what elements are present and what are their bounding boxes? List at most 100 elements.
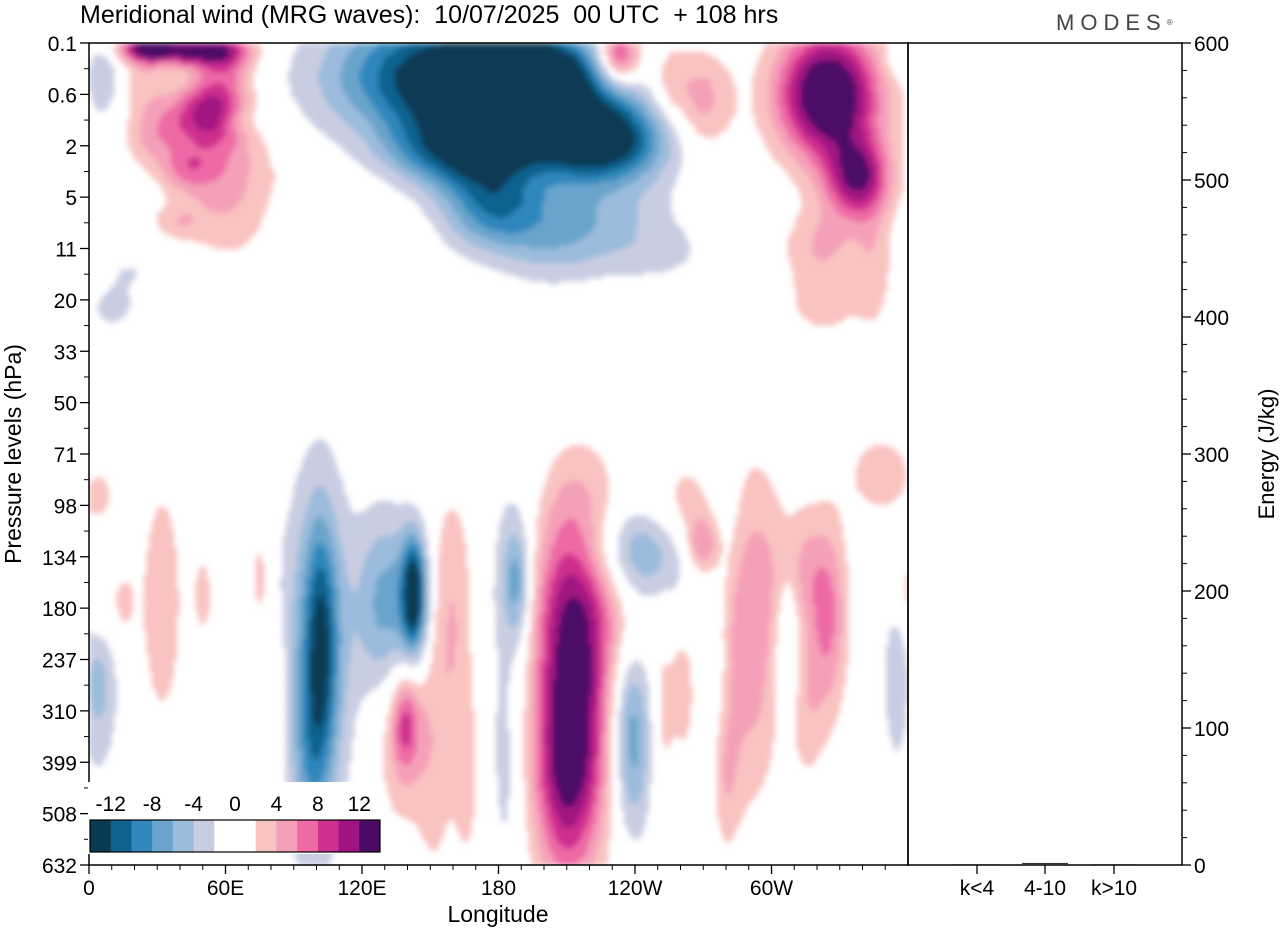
wind-cell [621,694,628,699]
wind-cell [774,57,786,62]
wind-cell [370,148,388,153]
wind-cell [310,612,317,617]
wind-cell [312,524,328,528]
wind-cell [250,169,273,173]
wind-cell [452,227,470,232]
wind-cell [544,627,551,631]
wind-cell [291,706,298,711]
wind-cell [419,186,437,191]
wind-cell [386,721,393,725]
wind-cell [891,148,904,153]
wind-cell [831,201,844,206]
wind-cell [285,653,292,658]
wind-cell [888,87,901,91]
wind-cell [165,192,188,197]
wind-cell [91,95,112,100]
wind-cell [329,718,333,722]
wind-cell [236,134,248,138]
wind-cell [402,539,420,543]
wind-cell [454,618,470,622]
wind-cell [89,650,112,655]
wind-cell [850,128,863,132]
wind-cell [372,656,385,661]
wind-cell [686,87,713,91]
wind-cell [247,180,273,185]
wind-cell [113,48,120,53]
wind-cell [768,101,778,106]
wind-cell [555,536,584,540]
wind-cell [342,553,369,558]
wind-cell [517,562,524,567]
wind-cell [869,113,879,117]
wind-cell [550,43,562,47]
wind-cell [886,703,906,708]
wind-cell [400,550,407,555]
wind-cell [454,603,470,608]
wind-cell [397,113,412,117]
wind-cell [572,54,581,59]
wind-cell [547,515,592,520]
wind-cell [779,45,794,50]
wind-cell [662,691,693,696]
wind-cell [588,627,598,631]
wind-cell [326,48,352,53]
wind-cell [342,715,358,719]
wind-cell [615,43,625,47]
wind-cell [364,562,393,567]
wind-cell [894,183,904,188]
wind-cell [119,51,126,56]
wind-cell [441,539,464,543]
wind-cell [165,172,177,176]
wind-cell [804,110,857,115]
wind-cell [424,559,429,564]
wind-cell [334,618,341,622]
wind-cell [457,213,472,217]
wind-cell [594,586,603,590]
wind-cell [700,568,710,573]
wind-cell [536,615,541,619]
wind-cell [533,630,541,634]
wind-cell [654,107,663,112]
wind-cell [282,612,292,617]
wind-cell [588,706,598,711]
wind-cell [337,562,347,567]
wind-cell [375,586,399,590]
wind-cell [583,60,590,65]
wind-cell [255,559,262,564]
wind-cell [594,87,601,91]
wind-cell [730,674,767,678]
wind-cell [624,92,642,97]
wind-cell [143,621,177,625]
wind-cell [531,715,538,719]
wind-cell [285,685,292,690]
wind-cell [310,119,344,123]
wind-cell [520,204,543,208]
wind-cell [667,134,677,138]
wind-cell [547,471,606,476]
wind-cell [285,659,292,664]
wind-cell [705,521,718,526]
wind-cell [801,313,879,317]
wind-cell [626,577,680,581]
wind-cell [725,638,732,643]
wind-cell [823,186,833,191]
wind-cell [318,597,325,602]
wind-cell [520,574,524,578]
wind-cell [351,644,363,649]
wind-cell [386,724,393,728]
wind-cell [291,644,300,649]
wind-cell [891,189,904,194]
wind-cell [149,665,175,669]
wind-cell [424,553,429,558]
wind-cell [741,489,775,493]
wind-cell [312,644,330,649]
wind-cell [493,239,579,244]
wind-cell [544,650,551,655]
wind-cell [296,721,303,725]
wind-cell [815,606,835,611]
wind-cell [596,210,639,214]
wind-cell [774,60,786,65]
wind-cell [89,685,106,690]
wind-cell [452,178,470,182]
wind-cell [383,656,423,661]
